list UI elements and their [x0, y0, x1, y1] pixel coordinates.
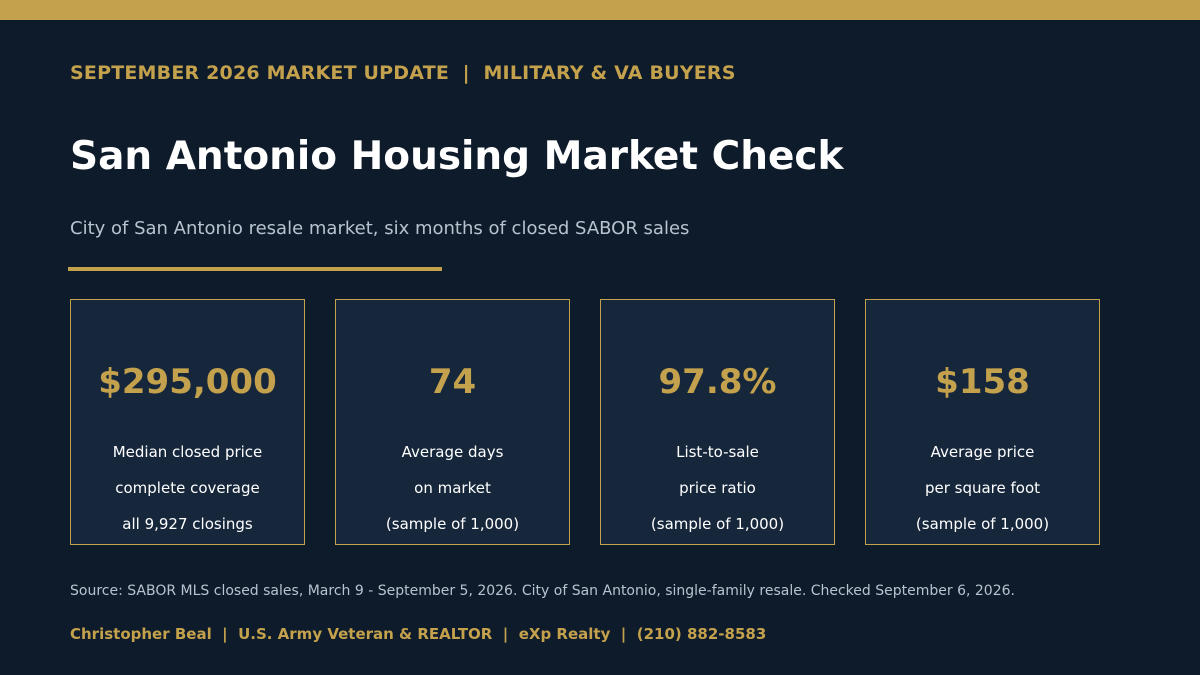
stat-value: 74	[428, 362, 477, 402]
stat-label-line: price ratio	[679, 479, 756, 497]
page-title: San Antonio Housing Market Check	[70, 134, 844, 179]
stat-value: 97.8%	[658, 362, 777, 402]
stat-label-line: complete coverage	[115, 479, 260, 497]
page-subtitle: City of San Antonio resale market, six m…	[70, 218, 690, 239]
stat-label-line: Median closed price	[112, 443, 263, 461]
stat-label-line: (sample of 1,000)	[915, 515, 1050, 533]
stat-label-line: Average days	[401, 443, 504, 461]
stat-value: $158	[935, 362, 1030, 402]
stat-label-line: (sample of 1,000)	[385, 515, 520, 533]
stat-value: $295,000	[98, 362, 277, 402]
accent-divider	[68, 267, 442, 271]
stat-label-line: on market	[414, 479, 491, 497]
stat-card-price-per-sqft: $158 Average price per square foot (samp…	[865, 299, 1100, 545]
footer-contact: Christopher Beal | U.S. Army Veteran & R…	[70, 625, 767, 643]
stat-card-median-price: $295,000 Median closed price complete co…	[70, 299, 305, 545]
stat-label-line: (sample of 1,000)	[650, 515, 785, 533]
stat-label-line: List-to-sale	[676, 443, 759, 461]
kicker-text: SEPTEMBER 2026 MARKET UPDATE | MILITARY …	[70, 62, 736, 84]
stat-card-list-to-sale-ratio: 97.8% List-to-sale price ratio (sample o…	[600, 299, 835, 545]
top-accent-bar	[0, 0, 1200, 20]
stat-card-days-on-market: 74 Average days on market (sample of 1,0…	[335, 299, 570, 545]
stat-label-line: per square foot	[924, 479, 1041, 497]
stat-label-line: all 9,927 closings	[122, 515, 253, 533]
source-note: Source: SABOR MLS closed sales, March 9 …	[70, 583, 1015, 599]
stat-label-line: Average price	[930, 443, 1035, 461]
